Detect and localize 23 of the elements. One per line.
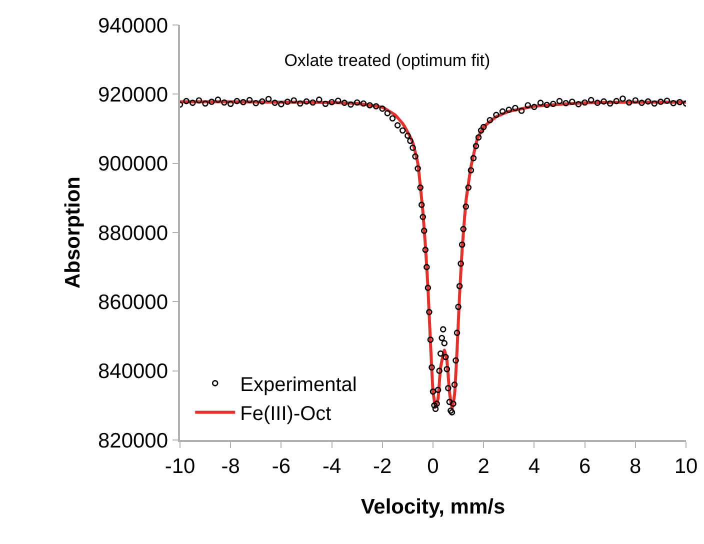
x-tick-label: 0 <box>427 454 439 478</box>
x-tick-label: -2 <box>373 454 392 478</box>
y-tick-label: 880000 <box>98 222 168 245</box>
x-tick-label: 2 <box>478 454 490 478</box>
x-tick-label: 10 <box>674 454 698 478</box>
x-tick-label: 6 <box>578 454 591 478</box>
x-tick-label: 8 <box>630 454 642 478</box>
y-tick-label: 940000 <box>98 14 168 38</box>
legend-label: Experimental <box>240 374 357 396</box>
x-tick-label: 4 <box>528 454 540 478</box>
y-tick-label: 900000 <box>98 152 168 176</box>
y-axis-title: Absorption <box>62 176 85 288</box>
legend-label: Fe(III)-Oct <box>240 403 332 425</box>
y-tick-label: 820000 <box>98 429 168 452</box>
y-tick-label: 840000 <box>98 360 168 384</box>
text: Oxlate treated (optimum fit) <box>284 50 490 70</box>
x-tick-label: -8 <box>221 454 240 478</box>
x-axis-title: Velocity, mm/s <box>360 496 506 519</box>
y-tick-label: 860000 <box>98 291 168 314</box>
x-tick-label: -10 <box>164 454 196 478</box>
x-tick-label: -4 <box>322 454 342 478</box>
x-tick-label: -6 <box>272 454 291 478</box>
y-tick-label: 920000 <box>98 84 168 107</box>
